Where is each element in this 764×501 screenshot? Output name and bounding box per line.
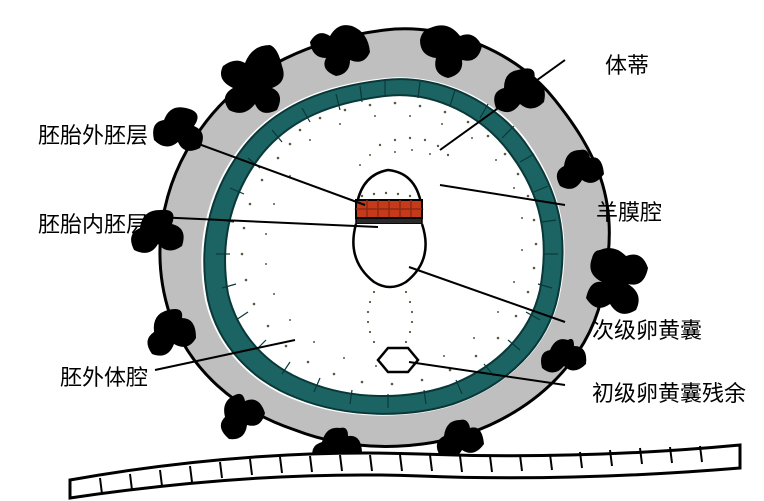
label-primary-yolk-remnant: 初级卵黄囊残余 xyxy=(592,376,746,408)
label-secondary-yolk-sac: 次级卵黄囊 xyxy=(592,313,702,345)
hypoblast xyxy=(356,218,422,224)
primary-yolk-sac-remnant xyxy=(378,348,418,372)
label-amniotic-cavity: 羊膜腔 xyxy=(596,195,662,227)
label-endoderm: 胚胎内胚层 xyxy=(38,207,148,239)
diagram-svg xyxy=(0,0,764,501)
label-ectoderm: 胚胎外胚层 xyxy=(38,118,148,150)
uterine-wall xyxy=(70,445,740,498)
label-body-stalk: 体蒂 xyxy=(605,48,649,80)
label-exocoelom: 胚外体腔 xyxy=(60,360,148,392)
